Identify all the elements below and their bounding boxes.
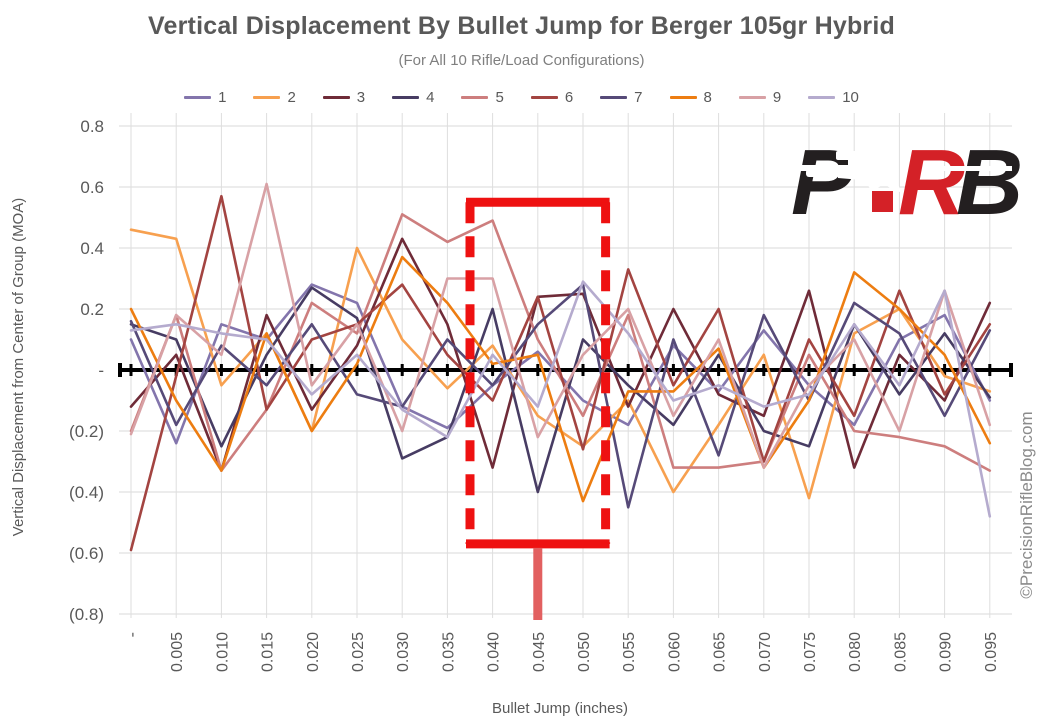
y-tick-label: 0.8 [80,117,104,136]
chart-subtitle: (For All 10 Rifle/Load Configurations) [398,52,645,69]
highlight-box [465,197,611,620]
x-tick-label: 0.040 [486,632,503,672]
svg-text:P: P [791,130,854,234]
x-tick-label: 0.075 [802,632,819,672]
legend-swatch [322,95,350,99]
y-tick-labels: 0.8 0.6 0.4 0.2 - (0.2) (0.4) (0.6) (0.8) [69,117,104,624]
x-tick-label: 0.080 [847,632,864,672]
y-tick-label: (0.4) [69,483,104,502]
y-tick-label: (0.8) [69,605,104,624]
x-tick-label: 0.055 [621,632,638,672]
x-tick-label: 0.060 [666,632,683,672]
x-tick-label: 0.030 [395,632,412,672]
x-tick-label: - [124,632,141,637]
legend-item-9: 9 [738,88,782,106]
legend-item-8: 8 [669,88,712,106]
x-tick-label: 0.045 [531,632,548,672]
series-line-5 [129,213,992,472]
legend-label: 3 [356,88,366,106]
x-axis-title: Bullet Jump (inches) [492,700,628,717]
y-tick-label: (0.6) [69,544,104,563]
legend-label: 10 [842,88,859,106]
prb-logo: P RB [770,130,1023,234]
y-tick-label: 0.6 [80,178,104,197]
y-tick-label: (0.2) [69,422,104,441]
legend-label: 9 [772,88,782,106]
x-tick-label: 0.085 [892,632,909,672]
x-tick-label: 0.065 [712,632,729,672]
x-tick-label: 0.050 [576,632,593,672]
series-line-9 [129,182,992,469]
y-axis-title: Vertical Displacement from Center of Gro… [10,198,27,536]
legend-item-5: 5 [461,88,504,106]
legend-label: 8 [703,88,712,106]
x-tick-label: 0.005 [169,632,186,672]
legend: 1 2 3 4 5 6 7 8 9 10 [0,86,1043,108]
legend-item-1: 1 [184,89,226,106]
legend-swatch [738,95,766,99]
legend-item-10: 10 [808,89,859,106]
x-tick-label: 0.025 [350,632,367,672]
legend-label: 6 [564,88,574,106]
watermark: ©PrecisionRifleBlog.com [1017,411,1036,598]
legend-swatch [184,95,212,99]
svg-text:R: R [898,130,965,234]
legend-swatch [808,95,836,99]
x-tick-label: 0.015 [260,632,277,672]
legend-label: 1 [218,88,227,106]
legend-item-7: 7 [600,88,643,106]
svg-text:B: B [956,130,1023,234]
legend-label: 5 [495,88,504,106]
legend-item-3: 3 [322,88,366,106]
x-tick-labels: - 0.005 0.010 0.015 0.020 0.025 0.030 0.035 0.04… [124,632,1000,672]
legend-item-4: 4 [392,89,434,106]
series-line-4 [129,286,992,494]
x-tick-label: 0.070 [757,632,774,672]
legend-item-6: 6 [530,88,574,106]
legend-label: 2 [287,88,296,106]
series-line-2 [129,228,992,500]
x-tick-label: 0.090 [938,632,955,672]
y-tick-label: 0.4 [80,239,104,258]
x-tick-label: 0.095 [983,632,1000,672]
series-line-7 [129,283,992,509]
series-line-10 [129,280,992,518]
legend-swatch [530,95,558,99]
series-lines [129,182,992,552]
legend-swatch [600,95,628,99]
chart-title: Vertical Displacement By Bullet Jump for… [148,12,895,40]
x-tick-label: 0.010 [214,632,231,672]
legend-swatch [461,95,489,99]
x-tick-label: 0.035 [440,632,457,672]
y-tick-label: - [98,361,104,380]
legend-label: 4 [426,88,435,106]
series-line-3 [129,237,992,472]
legend-swatch [253,95,281,99]
legend-swatch [392,95,420,99]
series-line-6 [129,194,992,552]
legend-label: 7 [634,88,643,106]
legend-item-2: 2 [253,88,296,106]
y-tick-label: 0.2 [80,300,104,319]
legend-swatch [669,95,697,99]
x-tick-label: 0.020 [305,632,322,672]
